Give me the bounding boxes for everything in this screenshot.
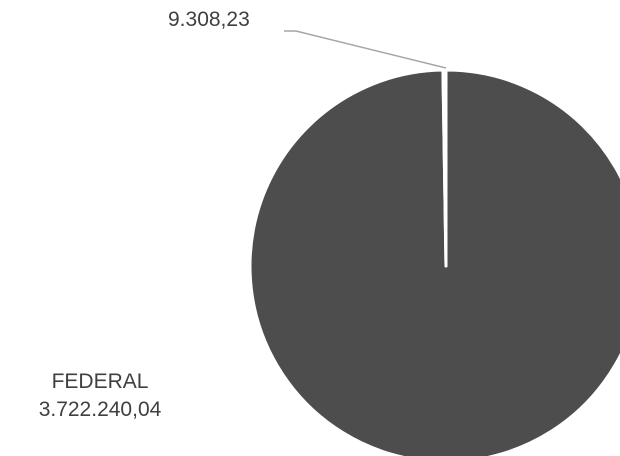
slice-label-small: 9.308,23 xyxy=(168,6,250,34)
slice-label-federal: FEDERAL 3.722.240,04 xyxy=(14,368,186,424)
slice-value-small: 9.308,23 xyxy=(168,8,250,31)
slice-value-federal: 3.722.240,04 xyxy=(38,398,162,421)
pie-slice-federal xyxy=(248,68,620,456)
slice-name-federal: FEDERAL xyxy=(51,370,149,393)
pie-slice-small xyxy=(441,68,448,268)
leader-line-small xyxy=(284,30,447,69)
